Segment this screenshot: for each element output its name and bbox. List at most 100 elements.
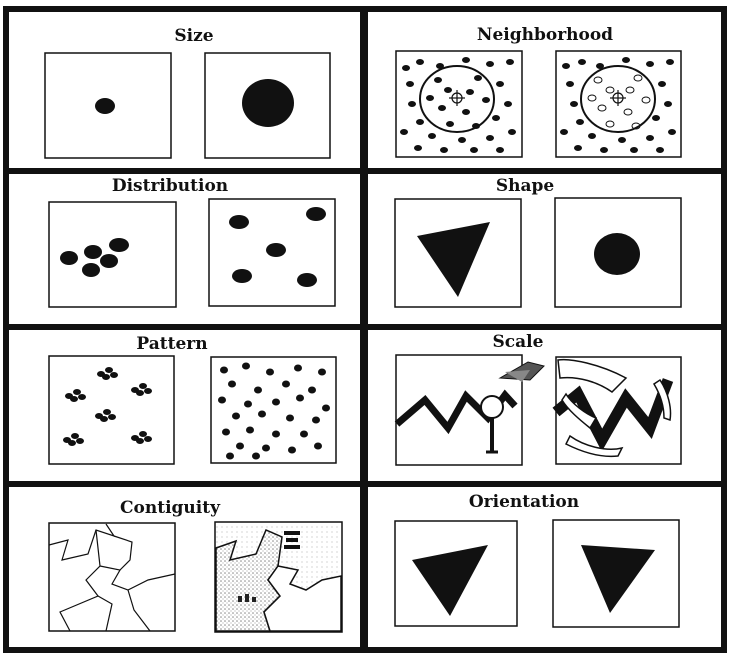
dot (625, 86, 635, 94)
cell-title-contiguity: Contiguity (120, 498, 221, 518)
panel-neighborhood-left (395, 50, 523, 158)
panel-size-right (204, 52, 331, 159)
dot (508, 129, 516, 135)
dot (576, 119, 584, 125)
crosshair-icon (449, 90, 465, 106)
circle-shape (594, 233, 640, 275)
cell-title-orientation: Orientation (469, 492, 579, 512)
dot (110, 372, 118, 378)
dot (236, 442, 244, 450)
dot (228, 380, 236, 388)
cell-title-distribution: Distribution (112, 176, 228, 196)
dot (470, 147, 478, 153)
small-dot (95, 98, 115, 114)
dot (262, 444, 270, 452)
cell-pattern: Pattern (48, 334, 337, 465)
panel-neighborhood-right (555, 50, 682, 158)
dot (258, 410, 266, 418)
dot (314, 442, 322, 450)
dot (105, 367, 113, 373)
dot (462, 57, 470, 63)
dot (103, 409, 111, 415)
cell-title-shape: Shape (496, 176, 555, 196)
dot (139, 383, 147, 389)
magnifier-icon (480, 395, 504, 454)
dot (272, 430, 280, 438)
dot (70, 396, 78, 402)
dot (254, 386, 262, 394)
dot (244, 400, 252, 408)
dot (618, 137, 626, 143)
panel-scale-small (394, 354, 545, 466)
grid-frame (3, 6, 727, 653)
panel-distribution-clustered (48, 201, 177, 308)
dot (474, 75, 482, 81)
triangle-shape (417, 222, 490, 297)
stamp-icon (284, 531, 300, 549)
large-dot (242, 79, 294, 127)
dot (78, 394, 86, 400)
dot (102, 374, 110, 380)
dot (144, 436, 152, 442)
dot (574, 145, 582, 151)
dot (416, 59, 424, 65)
dot (664, 101, 672, 107)
cell-contiguity: Contiguity (48, 498, 343, 633)
dot (504, 101, 512, 107)
dot (496, 81, 504, 87)
dot (322, 404, 330, 412)
dot (566, 81, 574, 87)
dot (73, 389, 81, 395)
panel-contiguity-filled (214, 521, 343, 633)
dot (633, 74, 643, 82)
panel-orientation-right (552, 519, 680, 628)
dot (652, 115, 660, 121)
dot (482, 97, 490, 103)
dot (668, 129, 676, 135)
panel-pattern-random (210, 356, 337, 464)
dot (416, 119, 424, 125)
dot (222, 428, 230, 436)
panel-contiguity-lines (48, 522, 176, 632)
dot (486, 135, 494, 141)
dot (438, 105, 446, 111)
cell-orientation: Orientation (394, 492, 680, 628)
dot (444, 87, 452, 93)
dot (597, 104, 607, 112)
dot (622, 57, 630, 63)
dot (282, 380, 290, 388)
dot (296, 394, 304, 402)
dot (294, 364, 302, 372)
dot (226, 452, 234, 460)
dot (630, 147, 638, 153)
dot (578, 59, 586, 65)
panel-scale-large (552, 356, 682, 465)
dot (496, 147, 504, 153)
cell-distribution: Distribution (48, 176, 336, 308)
dot (300, 430, 308, 438)
cell-title-scale: Scale (493, 332, 544, 352)
dot (587, 94, 597, 102)
dot (144, 388, 152, 394)
dot (402, 65, 410, 71)
dot (623, 108, 633, 116)
dot (400, 129, 408, 135)
panel-shape-triangle (394, 198, 522, 308)
dot (100, 416, 108, 422)
dot (646, 61, 654, 67)
dot (506, 59, 514, 65)
dot (466, 89, 474, 95)
dot (486, 61, 494, 67)
dot (656, 147, 664, 153)
triangle-shape (581, 545, 655, 613)
dot (596, 63, 604, 69)
dot (108, 414, 116, 420)
triangle-shape (412, 545, 488, 616)
dot (68, 440, 76, 446)
dot (428, 133, 436, 139)
dot (462, 109, 470, 115)
dot (641, 96, 651, 104)
dot (76, 438, 84, 444)
panel-shape-circle (554, 197, 682, 308)
dot (658, 81, 666, 87)
